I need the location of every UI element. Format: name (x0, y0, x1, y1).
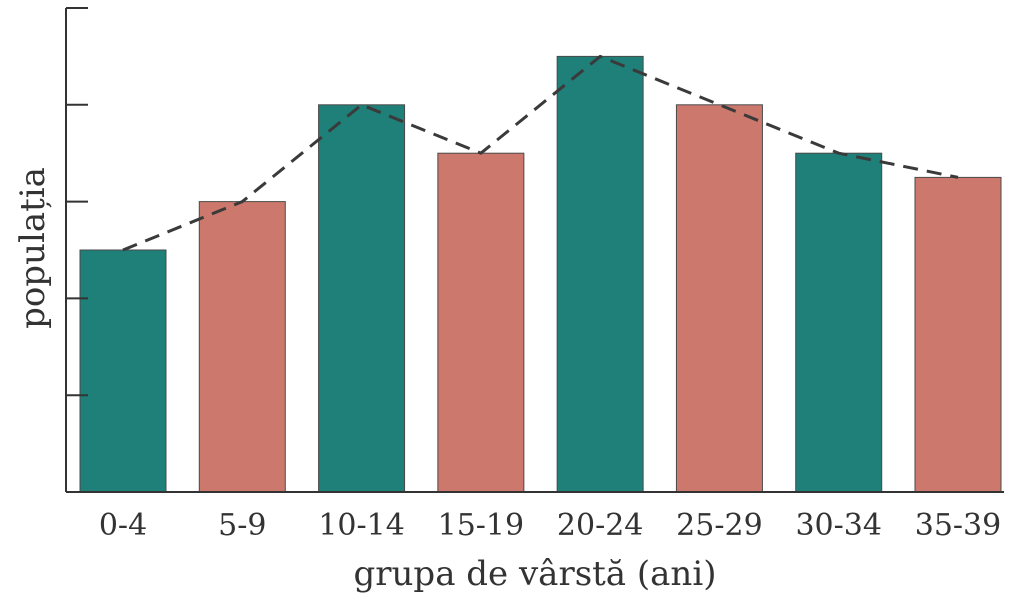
x-tick-label: 25-29 (676, 508, 762, 543)
bars (79, 55, 1002, 493)
x-tick-label: 30-34 (795, 508, 881, 543)
bar-20-24 (556, 55, 644, 493)
bar-30-34 (795, 152, 883, 493)
bar-35-39 (914, 176, 1002, 493)
x-tick-label: 15-19 (438, 508, 524, 543)
y-axis-title: populația (13, 167, 53, 329)
bar-25-29 (675, 104, 763, 493)
x-axis-title: grupa de vârstă (ani) (354, 554, 717, 594)
x-tick-labels: 0-4 5-9 10-14 15-19 20-24 25-29 30-34 35-39 (99, 508, 1001, 543)
y-ticks (66, 7, 88, 397)
bar-10-14 (318, 104, 406, 493)
trend-line (122, 54, 959, 252)
x-tick-label: 35-39 (915, 508, 1001, 543)
bar-5-9 (198, 201, 286, 493)
x-tick-label: 0-4 (99, 508, 147, 543)
x-tick-label: 10-14 (318, 508, 404, 543)
bar-15-19 (437, 152, 525, 493)
x-tick-label: 20-24 (557, 508, 643, 543)
x-tick-label: 5-9 (218, 508, 266, 543)
bar-0-4 (79, 249, 167, 493)
